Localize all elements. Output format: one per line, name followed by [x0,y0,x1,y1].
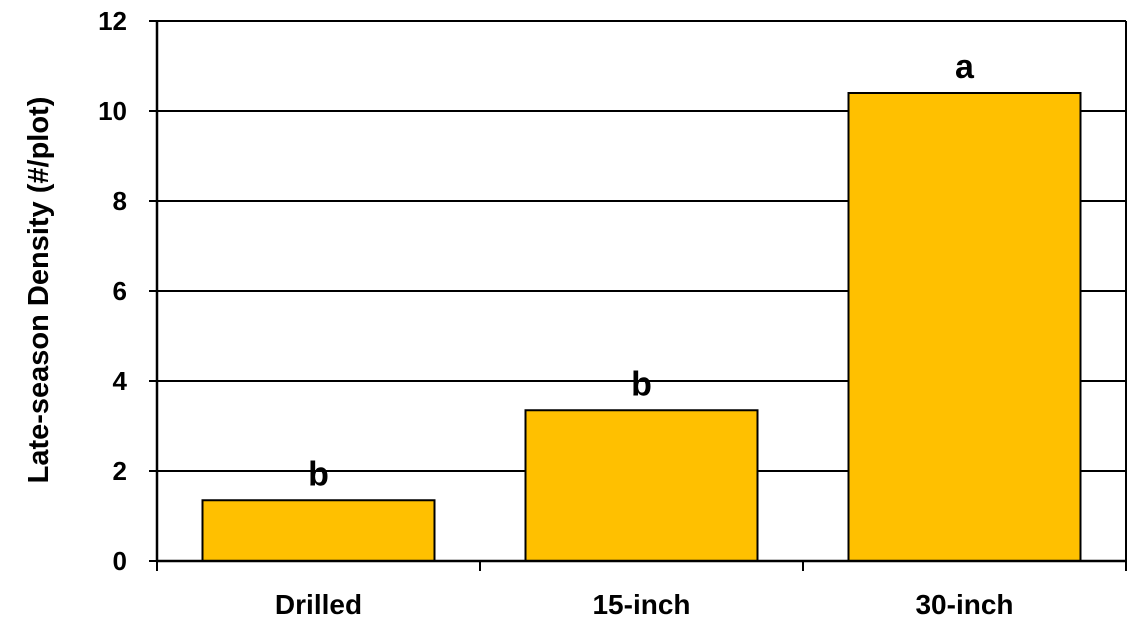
y-tick-label-4: 4 [113,366,128,396]
y-tick-label-6: 6 [113,276,127,306]
y-tick-label-10: 10 [98,96,127,126]
y-tick-label-0: 0 [113,546,127,576]
y-tick-label-12: 12 [98,6,127,36]
axis-layer: 0 2 4 6 8 10 12 [98,6,1127,576]
bars-layer [201,92,1082,562]
y-axis-title: Late-season Density (#/plot) [23,97,55,484]
y-tick-label-8: 8 [113,186,127,216]
bar-30-inch [847,92,1082,562]
x-tick-label-drilled: Drilled [275,589,362,619]
bar-drilled [201,499,436,562]
x-tick-label-30-inch: 30-inch [915,589,1013,619]
labels-layer: b Drilled b 15-inch a 30-inch [275,48,1014,619]
bar-15-inch [524,409,759,562]
significance-label-drilled: b [308,455,329,493]
x-tick-label-15-inch: 15-inch [592,589,690,619]
y-tick-label-2: 2 [113,456,127,486]
significance-label-30-inch: a [955,48,975,86]
significance-label-15-inch: b [631,365,652,403]
